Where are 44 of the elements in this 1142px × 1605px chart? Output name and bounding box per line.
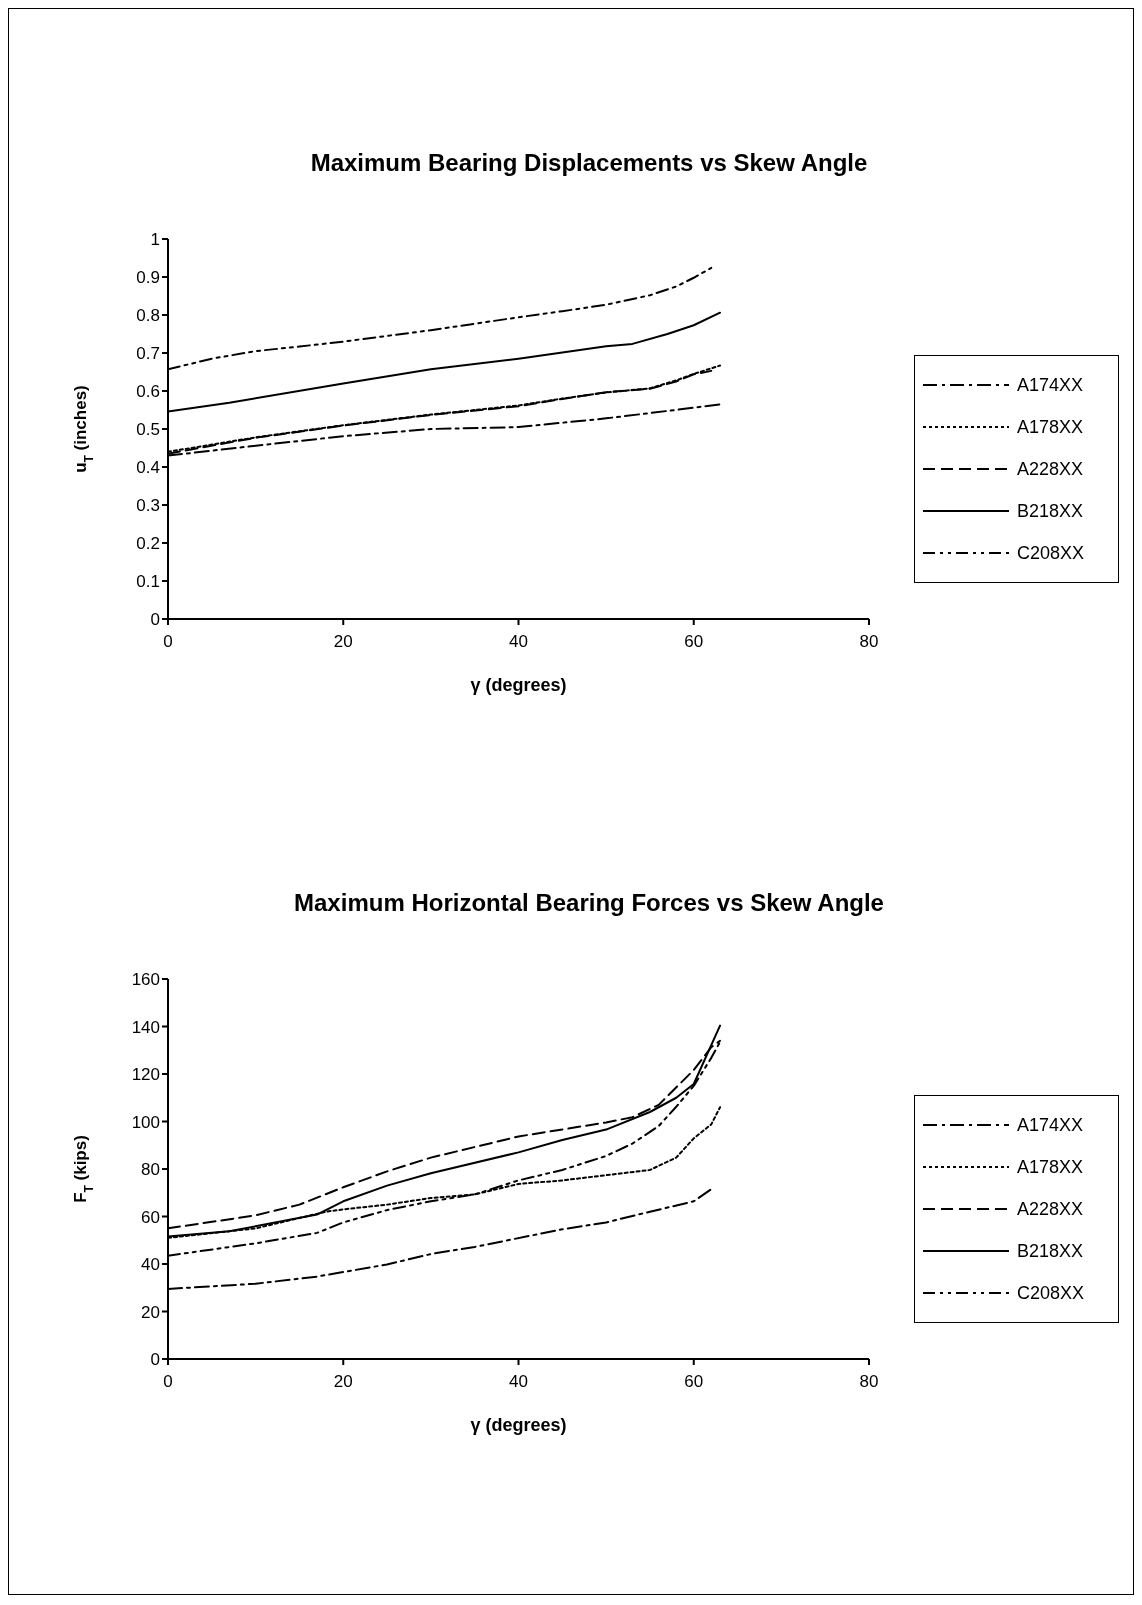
x-tick-label: 0 <box>163 632 173 652</box>
legend-label: A178XX <box>1017 1156 1084 1178</box>
y-tick-label: 1 <box>150 230 160 250</box>
legend-label: B218XX <box>1017 1240 1084 1262</box>
y-tick-label: 0.2 <box>136 534 160 554</box>
chart-title: Maximum Bearing Displacements vs Skew Angle <box>309 149 869 178</box>
y-tick-label: 0.4 <box>136 458 160 478</box>
x-tick-label: 40 <box>509 632 528 652</box>
y-tick-label: 100 <box>131 1112 160 1132</box>
legend-label: A178XX <box>1017 416 1084 438</box>
legend-label: C208XX <box>1017 542 1085 564</box>
x-axis-title: γ (degrees) <box>470 675 567 695</box>
legend-label: B218XX <box>1017 500 1084 522</box>
x-tick-label: 80 <box>859 1372 879 1392</box>
x-tick-label: 20 <box>333 632 353 652</box>
y-tick-label: 0.5 <box>136 420 160 440</box>
y-tick-label: 120 <box>131 1065 160 1085</box>
chart-title: Maximum Horizontal Bearing Forces vs Skew Angle <box>293 889 885 918</box>
x-tick-label: 60 <box>684 632 704 652</box>
y-tick-label: 80 <box>141 1160 160 1180</box>
y-tick-label: 0.6 <box>136 382 160 402</box>
y-tick-label: 0 <box>150 1350 160 1370</box>
x-tick-label: 40 <box>509 1372 528 1392</box>
y-tick-label: 0.7 <box>136 344 160 364</box>
y-tick-label: 0 <box>150 610 160 630</box>
x-tick-label: 60 <box>684 1372 704 1392</box>
x-tick-label: 80 <box>859 632 879 652</box>
legend-label: C208XX <box>1017 1282 1085 1304</box>
x-tick-label: 20 <box>333 1372 353 1392</box>
legend-label: A228XX <box>1017 458 1084 480</box>
y-tick-label: 60 <box>141 1207 160 1227</box>
x-tick-label: 0 <box>163 1372 173 1392</box>
x-axis-title: γ (degrees) <box>470 1415 567 1435</box>
legend-label: A174XX <box>1017 374 1084 396</box>
y-tick-label: 160 <box>131 970 160 990</box>
y-tick-label: 40 <box>141 1255 160 1275</box>
y-tick-label: 20 <box>141 1302 160 1322</box>
legend-label: A228XX <box>1017 1198 1084 1220</box>
legend-label: A174XX <box>1017 1114 1084 1136</box>
y-tick-label: 0.9 <box>136 268 160 288</box>
y-tick-label: 140 <box>131 1017 160 1037</box>
y-tick-label: 0.3 <box>136 496 160 516</box>
y-tick-label: 0.1 <box>136 572 160 592</box>
y-tick-label: 0.8 <box>136 306 160 326</box>
